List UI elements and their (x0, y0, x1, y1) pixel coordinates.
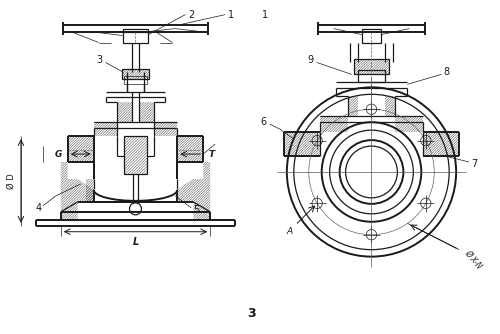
Polygon shape (178, 136, 203, 162)
Text: 6: 6 (261, 117, 267, 127)
Polygon shape (354, 59, 390, 74)
Polygon shape (94, 122, 117, 136)
Text: T: T (208, 150, 214, 159)
Polygon shape (386, 96, 396, 116)
Bar (122, 69, 150, 79)
Polygon shape (122, 69, 150, 79)
Polygon shape (396, 116, 423, 132)
Text: Ø X-N: Ø X-N (463, 248, 483, 271)
Text: 1: 1 (262, 10, 268, 20)
Text: 5: 5 (193, 205, 200, 215)
Text: Ø D: Ø D (6, 173, 16, 189)
Polygon shape (117, 102, 132, 122)
Text: 1: 1 (228, 10, 234, 20)
Polygon shape (284, 132, 320, 156)
Text: 4: 4 (36, 203, 42, 213)
Text: 3: 3 (96, 55, 102, 65)
Bar (124, 76, 148, 85)
Polygon shape (178, 162, 210, 220)
Polygon shape (86, 179, 94, 202)
Polygon shape (424, 132, 459, 156)
Text: 3: 3 (248, 307, 256, 320)
Text: 2: 2 (188, 10, 194, 20)
Polygon shape (124, 136, 148, 174)
Polygon shape (139, 102, 154, 122)
Text: 8: 8 (443, 67, 450, 77)
Text: 9: 9 (308, 55, 314, 65)
Bar (358, 70, 386, 82)
Bar (122, 29, 148, 42)
Polygon shape (61, 162, 94, 220)
Text: 7: 7 (471, 159, 478, 169)
Bar (124, 136, 148, 174)
Polygon shape (68, 136, 94, 162)
Text: G: G (54, 150, 62, 159)
Polygon shape (348, 96, 358, 116)
Text: L: L (132, 237, 138, 247)
Text: A: A (286, 227, 292, 236)
Bar (362, 29, 382, 42)
Bar (354, 59, 390, 74)
Polygon shape (320, 116, 347, 132)
Polygon shape (154, 122, 178, 136)
